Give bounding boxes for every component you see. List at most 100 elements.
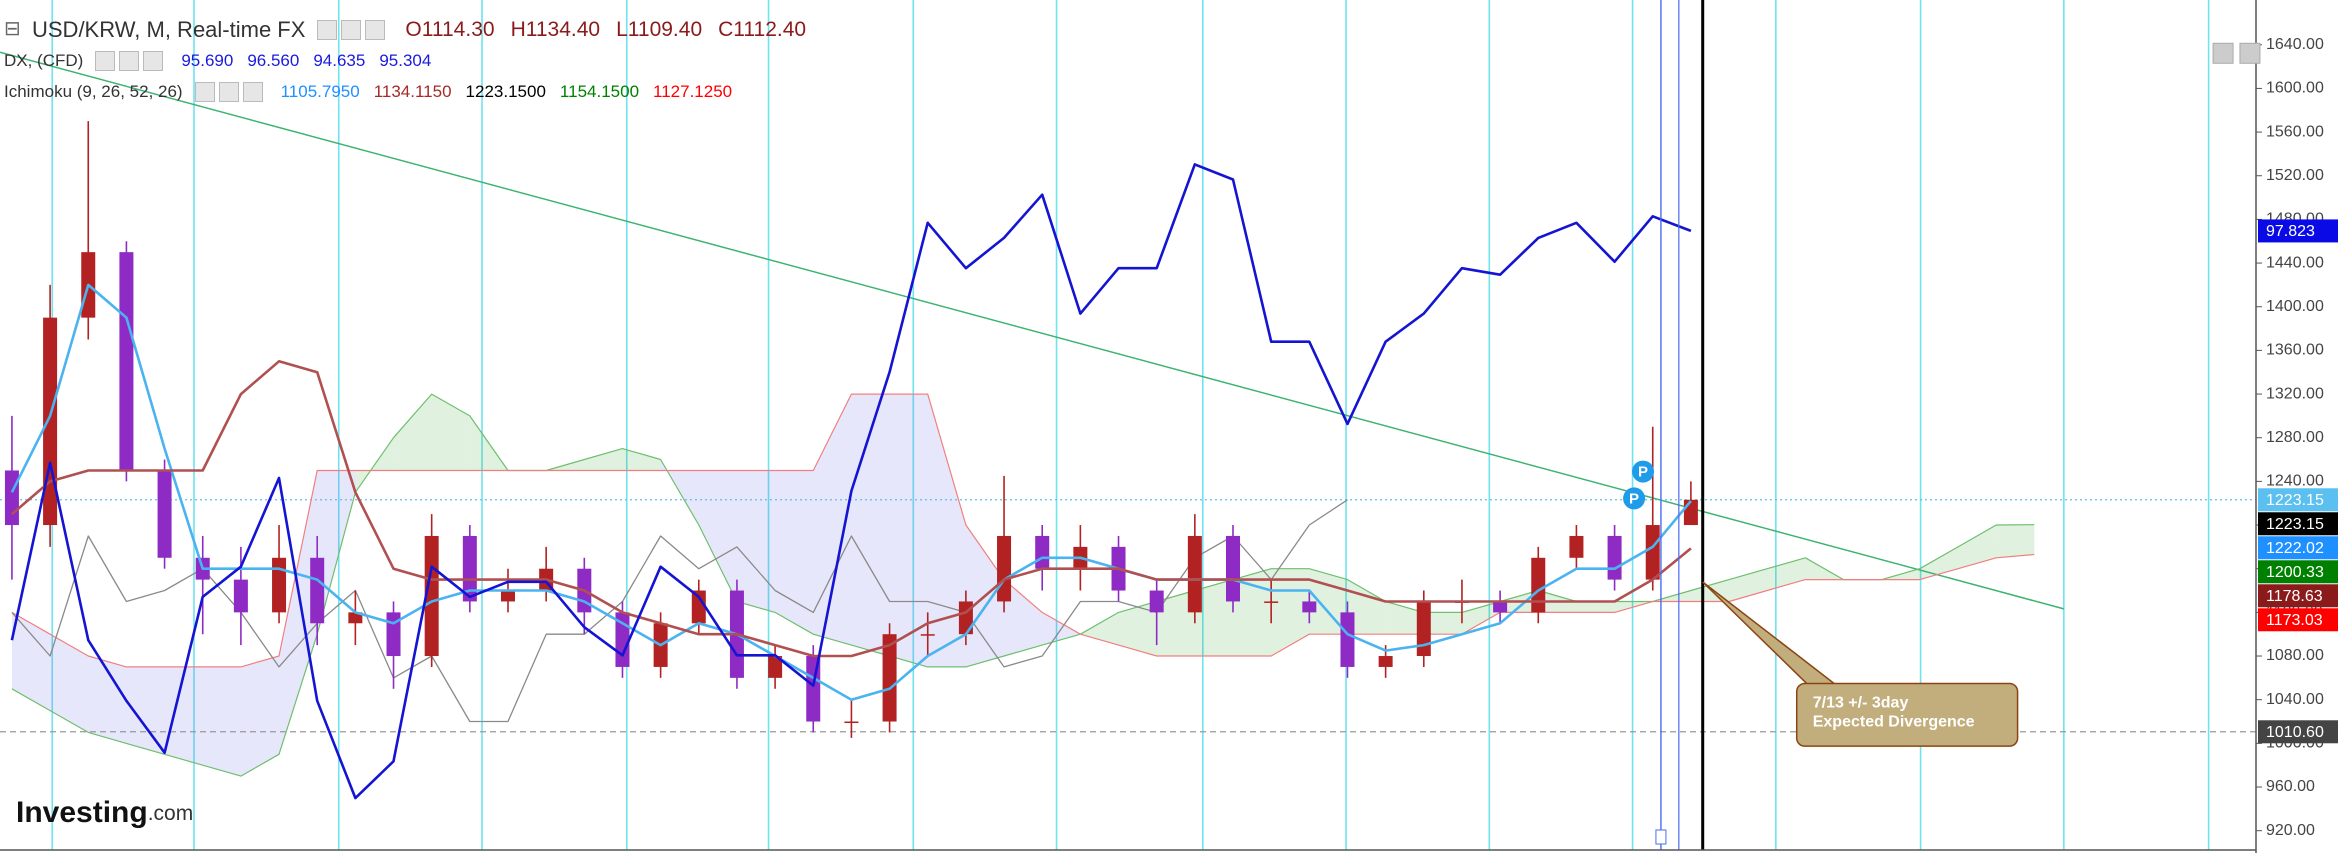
candle-body [157,470,172,558]
cloud-segment [1232,568,1272,657]
y-tick-label: 1520.00 [2266,167,2324,184]
price-tag [2258,584,2338,608]
legend-readout: 1223.1500 [465,82,546,101]
legend-row: Ichimoku (9, 26, 52, 26) 1105.7950 1134.11… [4,76,806,107]
price-tag [2258,488,2338,512]
y-tick-label: 1240.00 [2266,473,2324,490]
candle-body [272,557,287,613]
cloud-segment [698,470,737,602]
cloud-segment [431,394,470,471]
price-tag [2258,536,2338,560]
logo-suffix: .com [148,802,194,825]
y-tick-label: 1400.00 [2266,298,2324,315]
candle-body [348,612,363,624]
candle-body [768,656,783,678]
candle-body [1683,499,1698,526]
cloud-segment [126,666,165,755]
cloud-segment [11,612,51,711]
cloud-segment [1156,590,1195,657]
cloud-segment [1004,579,1043,657]
legend-readout: 95.690 [181,51,234,70]
y-tick-label: 1600.00 [2266,80,2324,97]
candle-body [920,634,935,636]
y-tick-label: 1320.00 [2266,385,2324,402]
candle-body [844,721,859,724]
price-tag [2258,720,2338,744]
legend-readout: L1109.40 [616,18,703,41]
legend-icon [119,50,140,71]
candle-body [1340,612,1355,667]
candle-body [119,252,134,471]
legend-readout: 96.560 [247,51,300,70]
candle-body [1149,590,1164,613]
candle-body [997,535,1012,602]
legend-readout: 1127.1250 [653,82,733,101]
axis-background [2256,0,2340,853]
candle-body [1645,525,1660,580]
candle-body [4,470,19,526]
candle-body [310,557,325,624]
legend-readout: 1134.1150 [373,82,452,101]
callout-pointer [1702,581,1839,687]
cloud-segment [1194,579,1233,657]
candle-body [1035,535,1050,569]
y-tick-label: 1080.00 [2266,647,2324,664]
legend-icon [242,81,263,102]
candle-body [1225,535,1240,602]
candle-body [882,634,897,722]
header-icon: ⊟ [4,18,21,40]
y-tick-label: 1440.00 [2266,254,2324,271]
line-0 [10,163,1692,800]
cloud-segment [88,656,127,744]
legend-icon [194,81,215,102]
cloud-segment [775,470,814,635]
price-tag [2258,608,2338,632]
cloud-segment [584,448,623,471]
price-tag-label: 1010.60 [2266,724,2324,741]
y-tick-label: 1560.00 [2266,123,2324,140]
legend-readout: 1105.7950 [280,82,360,101]
price-tag-label: 1178.63 [2266,588,2323,605]
line-2 [11,360,1692,658]
cloud-segment [1385,601,1424,635]
cloud-segment [1423,612,1462,635]
trend-line [0,51,2065,610]
y-tick-label: 1040.00 [2266,691,2324,708]
legend-row: USD/KRW, M, Real-time FX O1114.30 H1134.40… [4,14,806,45]
candle-body [424,535,439,657]
callout-box [1795,682,2019,747]
cloud-segment [50,634,89,733]
cloud-segment [1118,601,1157,657]
price-tag-label: 1200.33 [2266,564,2324,581]
candle-body [1416,601,1431,657]
y-tick-label: 1280.00 [2266,429,2324,446]
pivot-marker [1623,487,1646,510]
cloud-segment [279,470,318,755]
pivot-marker [1632,460,1655,483]
legend-readout: C1112.40 [718,18,807,41]
price-tag-label: 1222.02 [2266,540,2324,557]
candle-body [1264,601,1279,603]
line-4 [11,393,2035,777]
pivot-label: P [1638,464,1648,481]
callout-text: 7/13 +/- 3day [1813,695,1909,712]
price-tag-label: 1223.15 [2266,492,2324,509]
price-tag-label: 1173.03 [2266,612,2323,629]
cloud-segment [1309,568,1348,635]
candle-body [1302,601,1317,613]
dx-tag [2258,219,2338,243]
cloud-segment [1461,601,1501,635]
candle-body [233,579,248,613]
legend-name: DX, (CFD) [4,51,84,70]
candle-body [1607,535,1622,580]
legend-icon [317,19,338,40]
candle-body [386,612,401,657]
candle-body [1531,557,1546,613]
cloud-segment [1576,601,1615,613]
legend-icon [341,19,362,40]
candle-body [500,590,515,602]
y-tick-label: 960.00 [2266,778,2315,795]
price-tag [2258,512,2338,536]
